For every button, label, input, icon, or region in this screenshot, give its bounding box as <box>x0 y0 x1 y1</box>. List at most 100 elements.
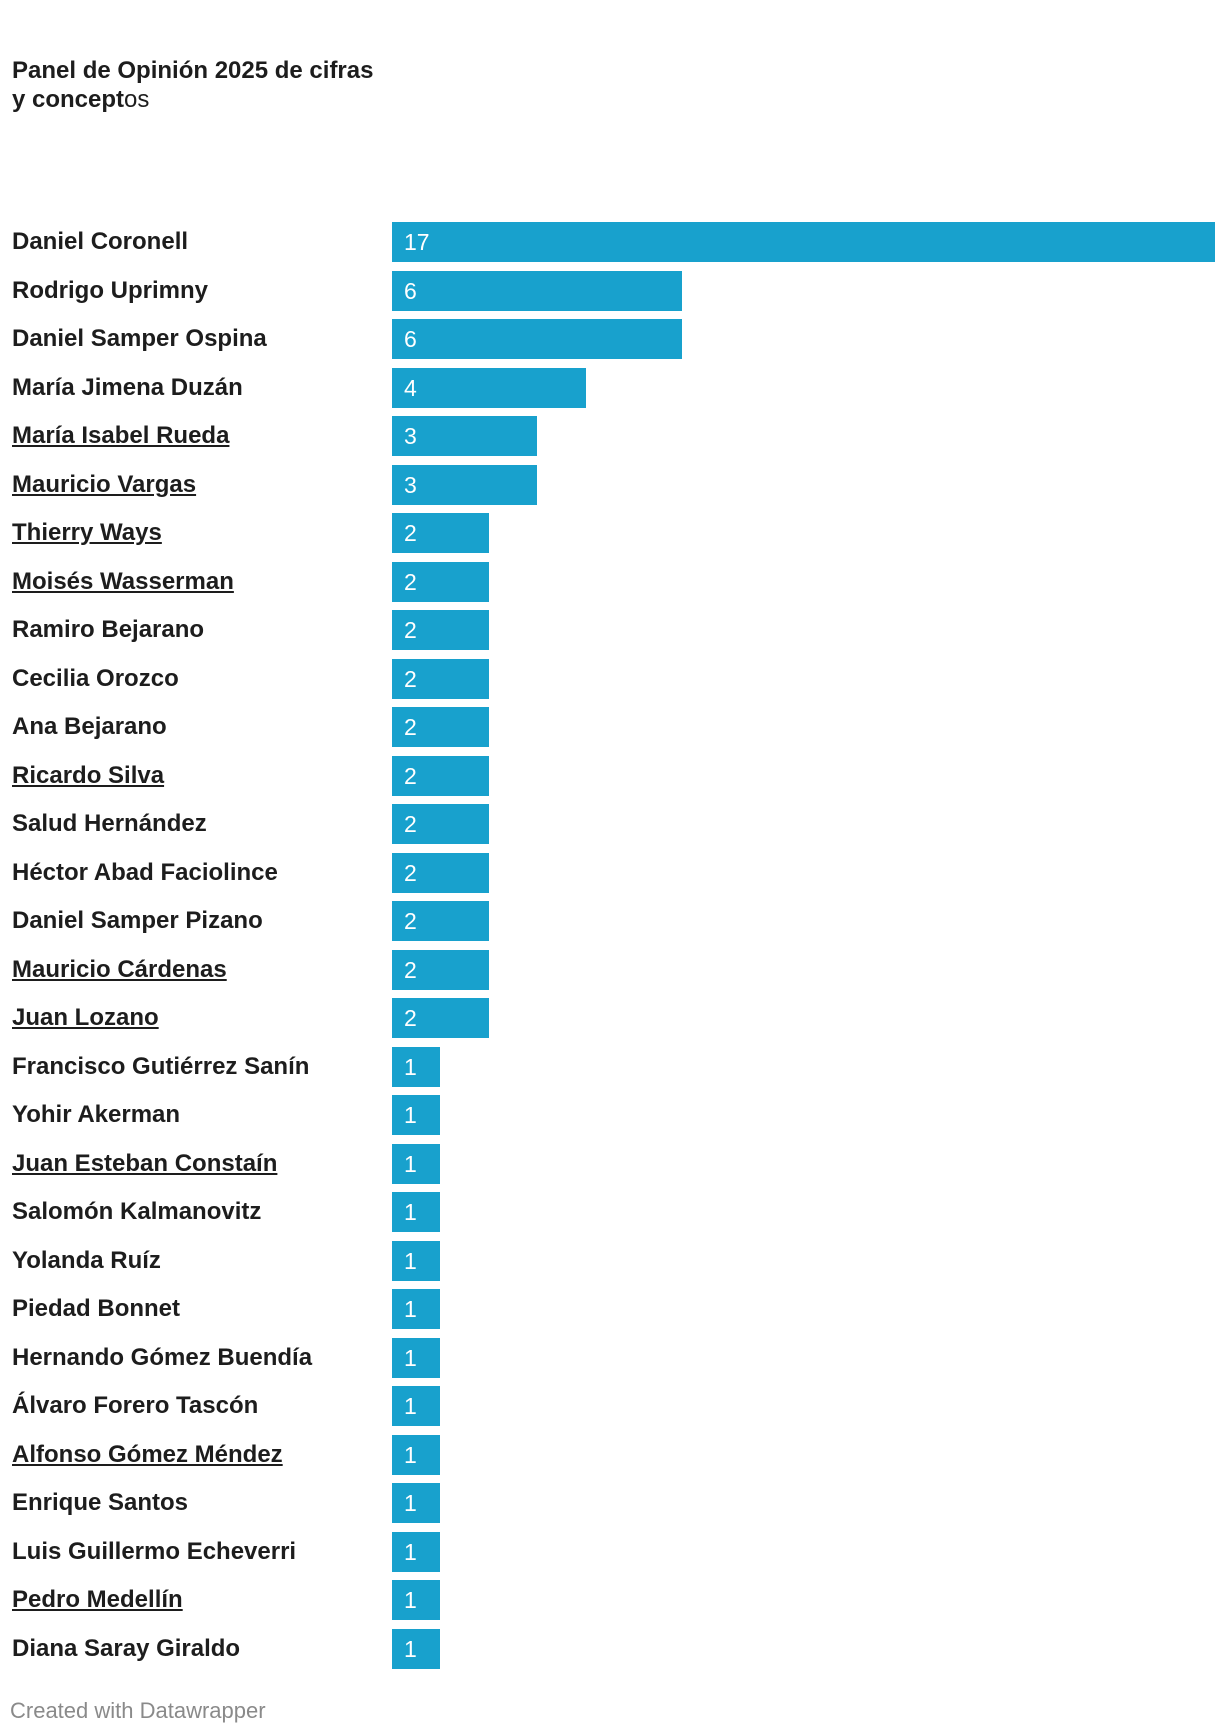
bar-value-label: 17 <box>404 229 430 255</box>
category-label[interactable]: María Isabel Rueda <box>12 422 230 449</box>
bar <box>392 998 489 1038</box>
bar <box>392 1531 441 1572</box>
bar-row: Francisco Gutiérrez Sanín 1 <box>12 1046 1212 1087</box>
bar-row: Álvaro Forero Tascón 1 <box>12 1386 1212 1426</box>
category-label: Salud Hernández <box>12 810 207 837</box>
category-label[interactable]: Thierry Ways <box>12 519 162 546</box>
category-label: Álvaro Forero Tascón <box>12 1392 259 1419</box>
category-label: Enrique Santos <box>12 1489 189 1516</box>
bar-value-label: 1 <box>404 1053 417 1080</box>
bar-value-label: 1 <box>404 1150 417 1177</box>
bar <box>392 610 489 650</box>
bar <box>392 658 489 699</box>
category-label[interactable]: Juan Esteban Constaín <box>12 1149 278 1177</box>
category-label: Luis Guillermo Echeverri <box>12 1537 297 1565</box>
bar-row: Daniel Coronell 17 <box>12 222 1215 262</box>
category-label[interactable]: Juan Lozano <box>12 1004 159 1031</box>
bar-value-label: 1 <box>404 1199 417 1225</box>
bar-row: Ana Bejarano 2 <box>12 707 1212 747</box>
category-label[interactable]: Mauricio Vargas <box>12 470 197 498</box>
bar-row: Piedad Bonnet 1 <box>12 1289 1212 1329</box>
bar <box>392 513 489 553</box>
bar-row: Thierry Ways 2 <box>12 513 1212 553</box>
category-label: María Jimena Duzán <box>12 373 243 401</box>
category-label: Rodrigo Uprimny <box>12 276 208 304</box>
bar <box>392 852 489 893</box>
category-label[interactable]: Alfonso Gómez Méndez <box>12 1440 283 1468</box>
footer-credit[interactable]: Created with Datawrapper <box>10 1698 266 1723</box>
bar-row: Rodrigo Uprimny 6 <box>12 270 1212 311</box>
bar-row: Salud Hernández 2 <box>12 804 1212 844</box>
bar <box>392 464 538 505</box>
bar <box>392 901 489 941</box>
category-label: Héctor Abad Faciolince <box>12 858 278 886</box>
bar-row: Enrique Santos 1 <box>12 1483 1212 1523</box>
bar-value-label: 2 <box>404 665 417 692</box>
bar-row: Mauricio Cárdenas 2 <box>12 949 1212 990</box>
bar-value-label: 4 <box>404 374 417 401</box>
bar-row: Luis Guillermo Echeverri 1 <box>12 1531 1212 1572</box>
bar <box>392 416 538 456</box>
bar <box>392 222 1215 262</box>
bar <box>392 367 586 408</box>
bar-value-label: 6 <box>404 326 417 352</box>
bar-value-label: 1 <box>404 1247 417 1274</box>
category-label: Diana Saray Giraldo <box>12 1634 241 1662</box>
bar-row: Pedro Medellín 1 <box>12 1580 1212 1620</box>
bar <box>392 1289 441 1329</box>
category-label[interactable]: Moisés Wasserman <box>12 567 234 595</box>
bar-row: Salomón Kalmanovitz 1 <box>12 1192 1212 1232</box>
bar-value-label: 1 <box>404 1102 417 1128</box>
bar-value-label: 1 <box>404 1344 417 1371</box>
bar <box>392 1628 441 1669</box>
bar-value-label: 1 <box>404 1296 417 1322</box>
bar <box>392 804 489 844</box>
bar <box>392 1143 441 1184</box>
bar-value-label: 2 <box>404 859 417 886</box>
bar <box>392 707 489 747</box>
bar-value-label: 2 <box>404 568 417 595</box>
bar <box>392 1192 441 1232</box>
bar-row: Cecilia Orozco 2 <box>12 658 1212 699</box>
bar <box>392 1434 441 1475</box>
bar-row: María Jimena Duzán 4 <box>12 367 1212 408</box>
bar-value-label: 2 <box>404 520 417 546</box>
bar <box>392 1337 441 1378</box>
bar <box>392 270 683 311</box>
bar-value-label: 2 <box>404 617 417 643</box>
bar-row: Héctor Abad Faciolince 2 <box>12 852 1212 893</box>
category-label: Ana Bejarano <box>12 713 167 740</box>
category-label: Francisco Gutiérrez Sanín <box>12 1052 310 1080</box>
bar-value-label: 3 <box>404 471 417 498</box>
category-label[interactable]: Mauricio Cárdenas <box>12 955 227 983</box>
bar <box>392 1046 441 1087</box>
category-label: Daniel Coronell <box>12 228 189 255</box>
bar-row: Moisés Wasserman 2 <box>12 561 1212 602</box>
bar-value-label: 1 <box>404 1538 417 1565</box>
bar <box>392 1240 441 1281</box>
bar-row: Hernando Gómez Buendía 1 <box>12 1337 1212 1378</box>
category-label: Ramiro Bejarano <box>12 616 205 643</box>
bar <box>392 561 489 602</box>
bar-row: Daniel Samper Ospina 6 <box>12 319 1212 359</box>
chart-title-tail: os <box>124 86 150 113</box>
category-label[interactable]: Ricardo Silva <box>12 761 165 789</box>
bar-value-label: 2 <box>404 714 417 740</box>
bar-value-label: 1 <box>404 1441 417 1468</box>
bar-value-label: 6 <box>404 277 417 304</box>
bar-value-label: 2 <box>404 908 417 934</box>
bar-row: Ricardo Silva 2 <box>12 755 1212 796</box>
chart-title-main: Panel de Opinión 2025 de cifras y concep… <box>12 57 374 113</box>
category-label: Yolanda Ruíz <box>12 1246 161 1274</box>
bar-value-label: 2 <box>404 762 417 789</box>
bar-value-label: 1 <box>404 1490 417 1516</box>
bar-row: Alfonso Gómez Méndez 1 <box>12 1434 1212 1475</box>
bar-value-label: 2 <box>404 811 417 837</box>
bar-value-label: 2 <box>404 1005 417 1031</box>
category-label[interactable]: Pedro Medellín <box>12 1586 183 1613</box>
bar-value-label: 3 <box>404 423 417 449</box>
bar-row: Yohir Akerman 1 <box>12 1095 1212 1135</box>
bar-row: Juan Lozano 2 <box>12 998 1212 1038</box>
bar <box>392 1386 441 1426</box>
category-label: Daniel Samper Ospina <box>12 325 267 352</box>
